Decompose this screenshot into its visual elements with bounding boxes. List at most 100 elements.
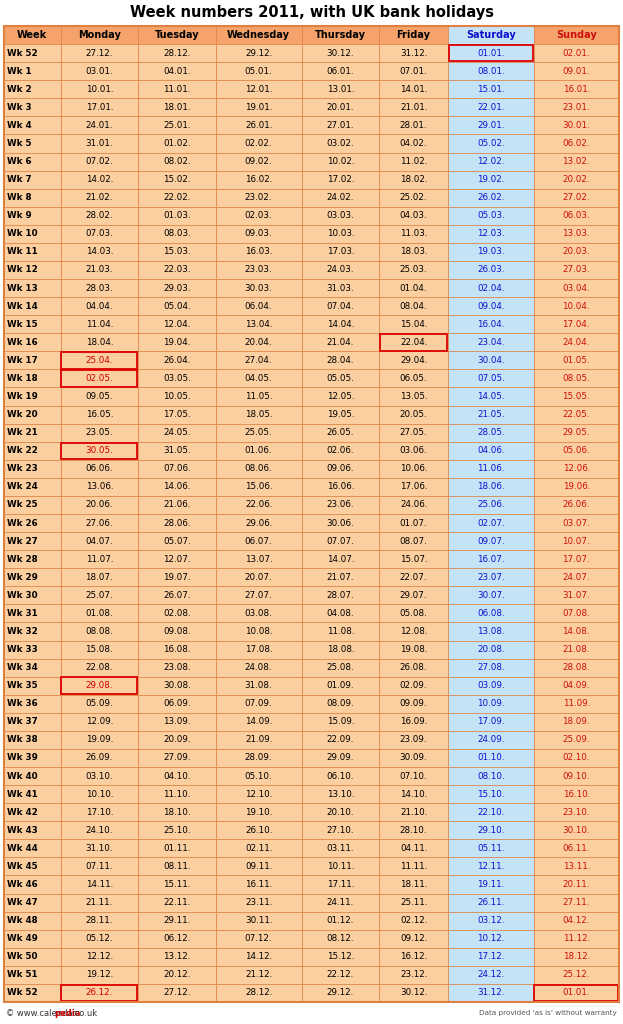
Bar [302,171,379,188]
Text: 23.11.: 23.11. [245,898,272,907]
Text: 16.03.: 16.03. [245,248,272,256]
Bar [216,98,302,117]
Text: Wk 15: Wk 15 [7,319,37,329]
Text: 02.09.: 02.09. [400,681,427,690]
Bar [216,478,302,496]
Text: 07.09.: 07.09. [245,699,272,709]
Bar [533,821,619,840]
Text: Wk 23: Wk 23 [7,464,38,473]
Bar [302,117,379,134]
Text: 04.04.: 04.04. [85,302,113,310]
Bar [60,948,138,966]
Text: 21.08.: 21.08. [563,645,590,654]
Text: 20.09.: 20.09. [163,735,191,744]
Text: 05.08.: 05.08. [400,609,427,617]
Bar [302,315,379,333]
Text: 01.08.: 01.08. [85,609,113,617]
Text: 17.08.: 17.08. [245,645,272,654]
Text: 03.05.: 03.05. [163,374,191,383]
Bar [138,550,216,568]
Bar [4,387,60,406]
Bar [4,279,60,297]
Text: 03.07.: 03.07. [563,518,590,527]
Text: 01.02.: 01.02. [163,139,191,148]
Text: 08.07.: 08.07. [400,537,427,546]
Bar [4,731,60,749]
Bar [138,911,216,930]
Bar [533,604,619,623]
Bar [60,44,138,62]
Bar [379,532,448,550]
Bar [138,26,216,44]
Text: 08.12.: 08.12. [326,934,354,943]
Text: 10.07.: 10.07. [563,537,590,546]
Text: 04.05.: 04.05. [245,374,272,383]
Bar [216,568,302,587]
Bar [535,985,618,1001]
Bar [138,62,216,80]
Text: 23.02.: 23.02. [245,194,272,202]
Bar [60,604,138,623]
Text: 11.10.: 11.10. [163,790,191,799]
Text: 20.05.: 20.05. [400,410,427,419]
Text: 08.04.: 08.04. [400,302,427,310]
Bar [4,911,60,930]
Text: 22.02.: 22.02. [163,194,191,202]
Text: 29.12.: 29.12. [327,988,354,997]
Text: 01.11.: 01.11. [163,844,191,853]
Bar [4,315,60,333]
Text: 26.06.: 26.06. [563,501,590,510]
Text: 20.11.: 20.11. [563,880,590,889]
Bar [4,550,60,568]
Bar [448,333,533,351]
Bar [60,496,138,514]
Text: 13.02.: 13.02. [563,157,590,166]
Bar [533,333,619,351]
Text: 10.12.: 10.12. [477,934,505,943]
Text: 31.01.: 31.01. [85,139,113,148]
Text: 27.11.: 27.11. [563,898,590,907]
Bar [448,514,533,532]
Bar [302,370,379,387]
Bar [379,785,448,803]
Bar [60,731,138,749]
Bar [138,984,216,1002]
Bar [138,894,216,911]
Bar [138,460,216,478]
Text: 18.05.: 18.05. [245,410,272,419]
Bar [60,857,138,876]
Bar [60,117,138,134]
Text: 14.12.: 14.12. [245,952,272,962]
Text: 08.11.: 08.11. [163,862,191,871]
Bar [379,134,448,153]
Bar [138,767,216,785]
Text: 30.01.: 30.01. [563,121,590,130]
Text: 23.08.: 23.08. [163,664,191,672]
Text: Sunday: Sunday [556,30,597,40]
Text: 07.05.: 07.05. [477,374,505,383]
Text: 20.03.: 20.03. [563,248,590,256]
Bar [216,767,302,785]
Text: 29.12.: 29.12. [245,48,272,57]
Text: Wednesday: Wednesday [227,30,290,40]
Text: 06.08.: 06.08. [477,609,505,617]
Bar [302,26,379,44]
Bar [216,26,302,44]
Bar [138,876,216,894]
Bar [533,225,619,243]
Text: 05.06.: 05.06. [563,446,590,456]
Bar [533,478,619,496]
Bar [138,514,216,532]
Bar [302,658,379,677]
Bar [4,821,60,840]
Text: 04.09.: 04.09. [563,681,590,690]
Text: 12.07.: 12.07. [163,555,191,563]
Text: 01.05.: 01.05. [563,356,590,365]
Bar [379,876,448,894]
Text: 23.04.: 23.04. [477,338,505,347]
Bar [4,171,60,188]
Text: 31.05.: 31.05. [163,446,191,456]
Bar [4,604,60,623]
Text: 17.10.: 17.10. [85,808,113,817]
Text: 03.08.: 03.08. [245,609,272,617]
